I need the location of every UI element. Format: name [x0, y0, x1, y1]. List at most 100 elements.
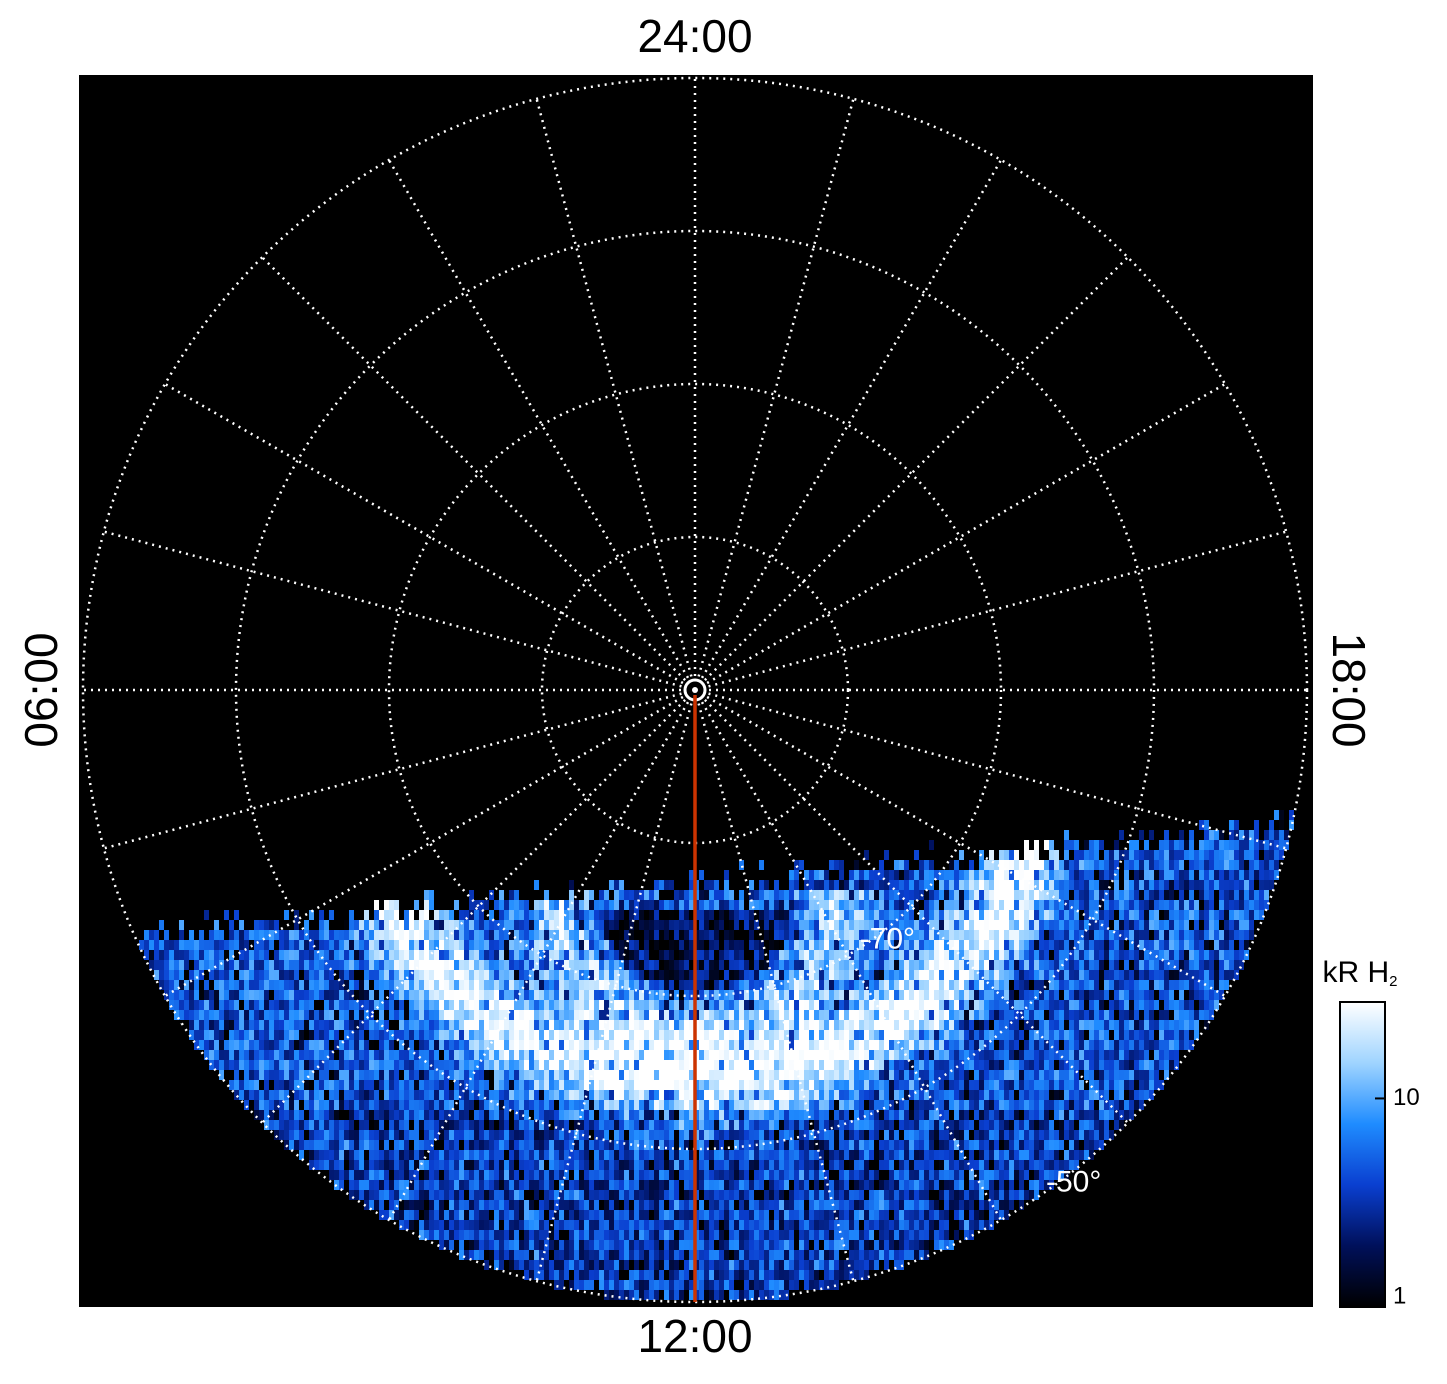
- emission-pixel: [489, 940, 494, 950]
- emission-pixel: [589, 1090, 594, 1100]
- emission-pixel: [654, 1250, 659, 1260]
- emission-pixel: [669, 1030, 674, 1040]
- emission-pixel: [754, 1170, 759, 1180]
- emission-pixel: [419, 1140, 424, 1150]
- emission-pixel: [234, 910, 239, 920]
- emission-pixel: [714, 1290, 719, 1300]
- emission-pixel: [839, 1020, 844, 1030]
- emission-pixel: [679, 1160, 684, 1170]
- emission-pixel: [784, 1210, 789, 1220]
- emission-pixel: [714, 930, 719, 940]
- emission-pixel: [644, 1160, 649, 1170]
- emission-pixel: [779, 1110, 784, 1120]
- emission-pixel: [764, 940, 769, 950]
- emission-pixel: [774, 1240, 779, 1250]
- emission-pixel: [619, 950, 624, 960]
- emission-pixel: [419, 1120, 424, 1130]
- emission-pixel: [584, 1270, 589, 1280]
- emission-pixel: [659, 1240, 664, 1250]
- emission-pixel: [689, 1090, 694, 1100]
- emission-pixel: [574, 1120, 579, 1130]
- emission-pixel: [499, 960, 504, 970]
- emission-pixel: [719, 1010, 724, 1020]
- emission-pixel: [674, 1220, 679, 1230]
- emission-pixel: [464, 1000, 469, 1010]
- emission-pixel: [409, 950, 414, 960]
- emission-pixel: [634, 980, 639, 990]
- emission-pixel: [409, 1050, 414, 1060]
- emission-pixel: [619, 1110, 624, 1120]
- emission-pixel: [624, 1010, 629, 1020]
- emission-pixel: [409, 1210, 414, 1220]
- emission-pixel: [699, 1220, 704, 1230]
- emission-pixel: [609, 1090, 614, 1100]
- emission-pixel: [709, 1080, 714, 1090]
- emission-pixel: [819, 1250, 824, 1260]
- emission-pixel: [279, 1070, 284, 1080]
- emission-pixel: [814, 890, 819, 900]
- emission-pixel: [674, 1080, 679, 1090]
- emission-pixel: [424, 910, 429, 920]
- emission-pixel: [724, 1200, 729, 1210]
- emission-pixel: [544, 980, 549, 990]
- emission-pixel: [289, 1010, 294, 1020]
- emission-pixel: [809, 1210, 814, 1220]
- emission-pixel: [719, 950, 724, 960]
- emission-pixel: [839, 970, 844, 980]
- emission-pixel: [709, 1160, 714, 1170]
- emission-pixel: [389, 1140, 394, 1150]
- emission-pixel: [824, 1210, 829, 1220]
- emission-pixel: [504, 950, 509, 960]
- emission-pixel: [319, 1150, 324, 1160]
- emission-pixel: [354, 920, 359, 930]
- emission-pixel: [354, 950, 359, 960]
- emission-pixel: [809, 970, 814, 980]
- emission-pixel: [849, 940, 854, 950]
- emission-pixel: [739, 1170, 744, 1180]
- emission-pixel: [334, 1000, 339, 1010]
- emission-pixel: [454, 1060, 459, 1070]
- emission-pixel: [794, 1210, 799, 1220]
- emission-pixel: [679, 1150, 684, 1160]
- emission-pixel: [314, 1040, 319, 1050]
- emission-pixel: [829, 1110, 834, 1120]
- emission-pixel: [689, 870, 694, 880]
- emission-pixel: [339, 1180, 344, 1190]
- emission-pixel: [654, 1060, 659, 1070]
- emission-pixel: [354, 930, 359, 940]
- emission-pixel: [604, 1280, 609, 1290]
- emission-pixel: [329, 1030, 334, 1040]
- emission-pixel: [634, 1070, 639, 1080]
- emission-pixel: [699, 1100, 704, 1110]
- emission-pixel: [754, 1160, 759, 1170]
- emission-pixel: [184, 1000, 189, 1010]
- emission-pixel: [494, 990, 499, 1000]
- emission-pixel: [849, 1200, 854, 1210]
- emission-pixel: [774, 930, 779, 940]
- emission-pixel: [434, 1090, 439, 1100]
- emission-pixel: [749, 1170, 754, 1180]
- emission-pixel: [864, 1190, 869, 1200]
- emission-pixel: [794, 1200, 799, 1210]
- emission-pixel: [284, 940, 289, 950]
- emission-pixel: [469, 1230, 474, 1240]
- emission-pixel: [334, 940, 339, 950]
- emission-pixel: [494, 1020, 499, 1030]
- emission-pixel: [849, 1140, 854, 1150]
- emission-pixel: [849, 1100, 854, 1110]
- emission-pixel: [689, 950, 694, 960]
- emission-pixel: [304, 1060, 309, 1070]
- emission-pixel: [704, 880, 709, 890]
- emission-pixel: [424, 1160, 429, 1170]
- emission-pixel: [889, 1170, 894, 1180]
- emission-pixel: [339, 1030, 344, 1040]
- emission-pixel: [524, 950, 529, 960]
- emission-pixel: [689, 1180, 694, 1190]
- emission-pixel: [709, 1150, 714, 1160]
- emission-pixel: [854, 1220, 859, 1230]
- emission-pixel: [834, 1060, 839, 1070]
- emission-pixel: [479, 940, 484, 950]
- emission-pixel: [329, 1050, 334, 1060]
- emission-pixel: [854, 1200, 859, 1210]
- emission-pixel: [629, 1000, 634, 1010]
